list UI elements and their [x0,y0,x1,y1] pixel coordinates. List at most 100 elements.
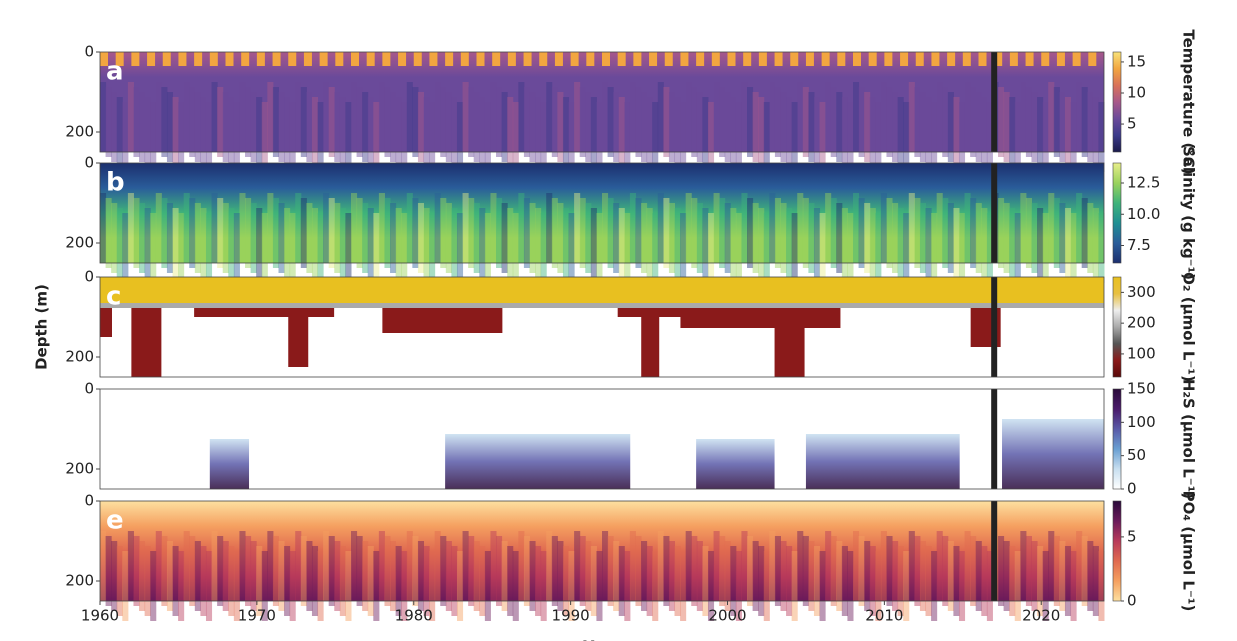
heatmap-cell [239,531,246,601]
colorbar-tick-label: 10.0 [1127,205,1160,223]
heatmap-cell [451,97,458,167]
heatmap-cell [366,52,375,66]
heatmap-cell [613,203,620,273]
heatmap-cell [434,193,441,263]
heatmap-cell [875,551,882,621]
heatmap-cell [702,97,709,167]
heatmap-cell [947,541,954,611]
heatmap-cell [1072,52,1081,66]
colorbar-tick-label: 10 [1127,83,1146,101]
heatmap-cell [183,531,190,601]
heatmap-cell [758,52,767,66]
heatmap-cell [919,541,927,611]
heatmap-cell [900,52,909,66]
colorbar-label: Temperature (°C) [1180,29,1198,174]
heatmap-cell [607,536,614,606]
heatmap-cell [936,193,943,263]
heatmap-cell [802,87,809,157]
heatmap-cell [288,52,297,66]
y-tick-label: 200 [65,572,94,590]
heatmap-cell [1048,531,1055,601]
heatmap-cell [211,193,218,263]
heatmap-cell [462,193,469,263]
heatmap-cell [903,102,910,172]
heatmap-cell [797,531,804,601]
heatmap-cell [250,541,257,611]
heatmap-cell [241,52,250,66]
heatmap-cell [395,208,402,278]
heatmap-cell [1070,213,1077,283]
heatmap-field [100,52,1104,152]
heatmap-cell [970,198,977,268]
heatmap-cell [166,92,174,162]
heatmap-cell [133,198,140,268]
heatmap-cell [1087,92,1094,162]
heatmap-cell [914,87,921,157]
heatmap-cell [657,193,664,263]
heatmap-cell [981,97,988,167]
heatmap-cell [540,102,547,172]
heatmap-cell [540,551,547,621]
colorbar-tick-label: 7.5 [1127,236,1151,254]
heatmap-cell [819,102,826,172]
heatmap-cell [607,87,614,157]
heatmap-cell [758,97,765,167]
heatmap-cell [317,213,324,283]
heatmap-cell [819,213,826,283]
heatmap-cell [382,308,503,333]
heatmap-cell [535,97,542,167]
heatmap-cell [546,531,553,601]
heatmap-cell [562,97,570,167]
heatmap-cell [931,52,940,66]
heatmap-cell [691,87,698,157]
heatmap-cell [127,531,134,601]
heatmap-cell [492,52,501,66]
heatmap-cell [512,102,519,172]
heatmap-cell [570,52,579,66]
heatmap-cell [501,541,508,611]
heatmap-cell [635,87,642,157]
heatmap-cell [680,308,841,328]
heatmap-cell [390,203,397,273]
heatmap-cell [490,531,497,601]
heatmap-cell [808,92,815,162]
heatmap-cell [1037,546,1044,616]
heatmap-cell [914,198,921,268]
panel-letter: c [106,282,121,312]
heatmap-cell [769,82,776,152]
heatmap-cell [618,97,625,167]
heatmap-cell [378,193,385,263]
heatmap-cell [685,531,692,601]
heatmap-cell [367,208,374,278]
colorbar-tick-label: 0 [1127,592,1137,610]
heatmap-cell [808,203,815,273]
colorbar-tick-label: 5 [1127,527,1137,545]
heatmap-cell [847,551,854,621]
heatmap-cell [802,536,809,606]
heatmap-cell [741,82,748,152]
heatmap-cell [189,87,196,157]
heatmap-cell [518,193,525,263]
heatmap-cell [345,102,352,172]
heatmap-cell [295,531,302,601]
heatmap-cell [998,87,1005,157]
heatmap-cell [936,82,943,152]
heatmap-cell [730,208,737,278]
heatmap-cell [150,213,157,283]
heatmap-cell [284,97,291,167]
colorbar [1112,388,1122,490]
heatmap-cell [434,531,441,601]
heatmap-cell [869,208,876,278]
heatmap-cell [546,82,553,152]
heatmap-cell [707,102,715,172]
heatmap-cell [335,52,344,66]
heatmap-cell [668,541,676,611]
heatmap-cell [205,551,213,621]
heatmap-cell [747,536,754,606]
heatmap-cell [836,541,843,611]
heatmap-cell [897,546,904,616]
heatmap-cell [373,102,380,172]
heatmap-cell [1002,419,1104,489]
y-tick-label: 200 [65,234,94,252]
heatmap-cell [696,52,705,66]
